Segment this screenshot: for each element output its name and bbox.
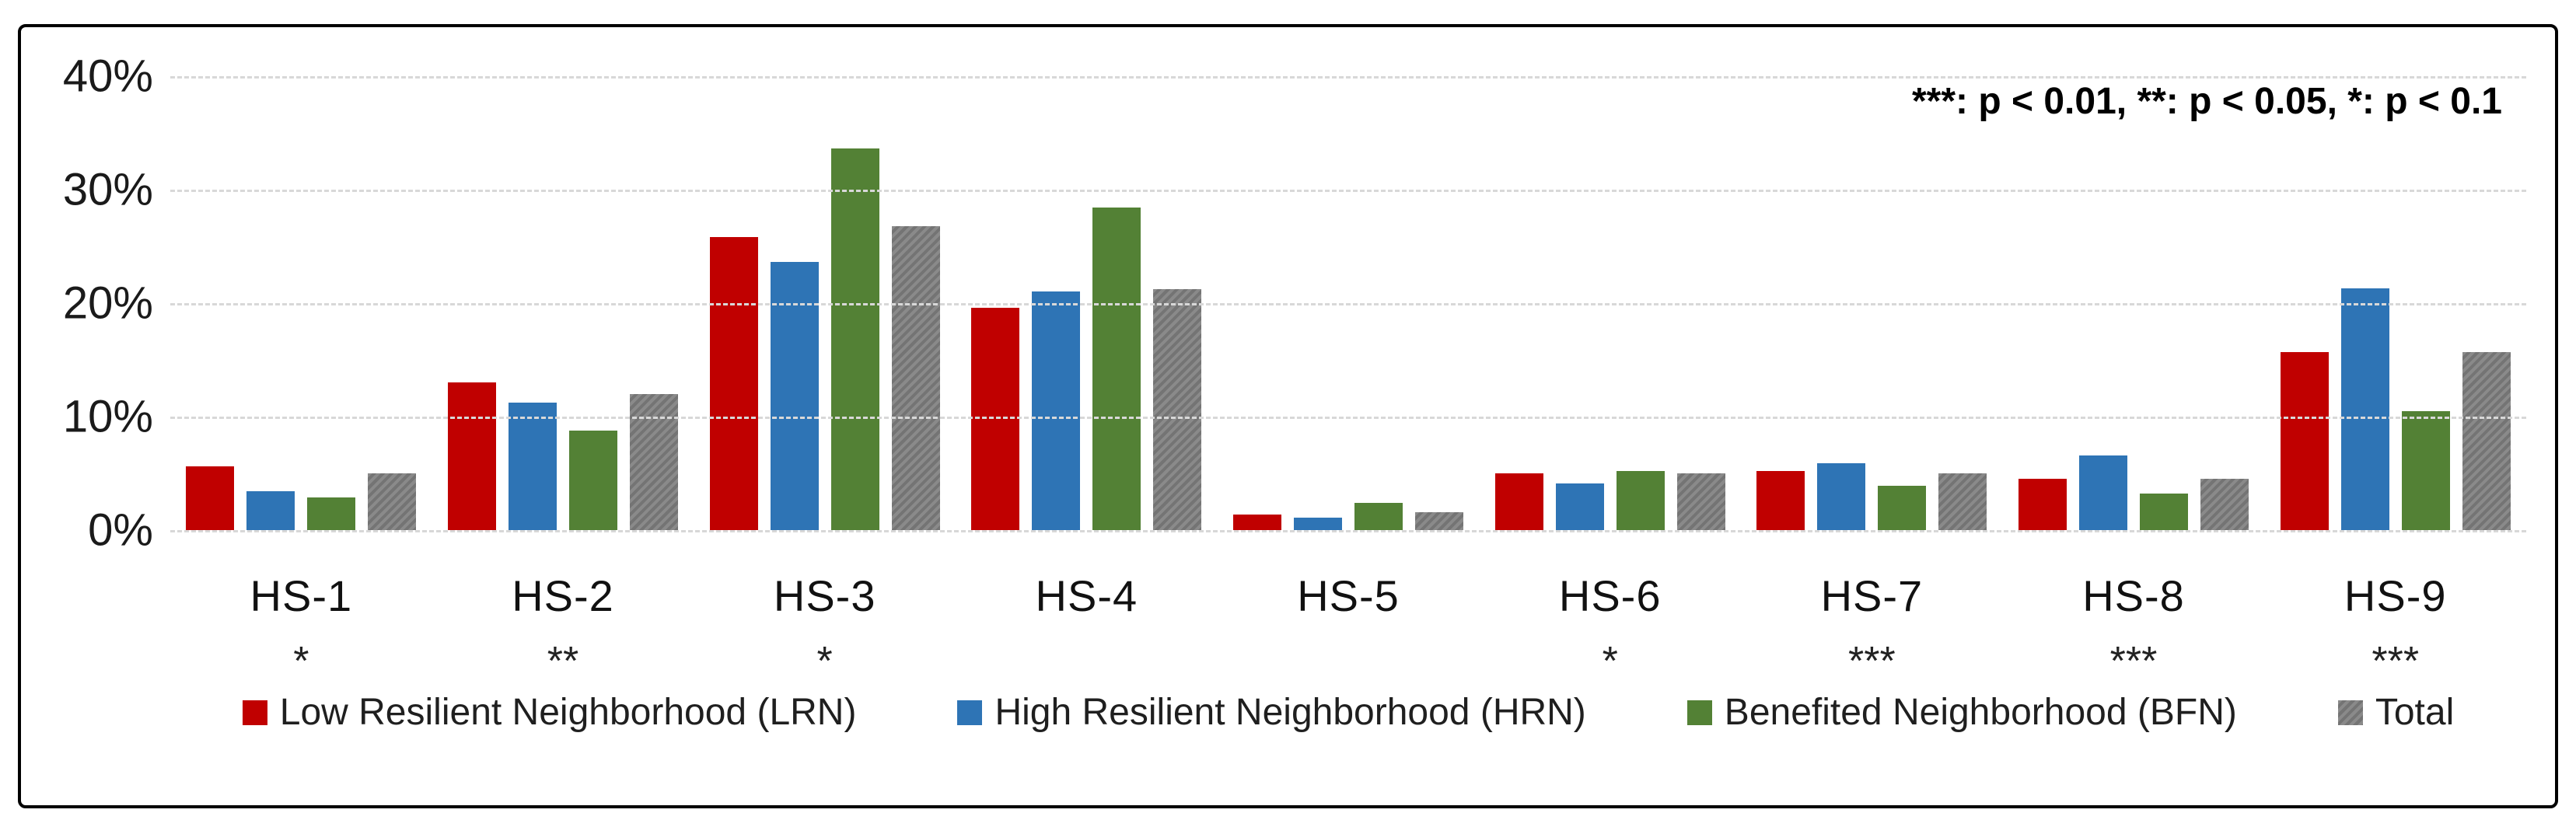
- y-tick-label-20: 20%: [62, 277, 153, 329]
- x-label-hs-6: HS-6: [1558, 571, 1662, 620]
- x-cell-hs-3: HS-3 *: [694, 571, 956, 685]
- significance-annotation: ***: p < 0.01, **: p < 0.05, *: p < 0.1: [1911, 81, 2502, 122]
- x-label-hs-8: HS-8: [2082, 571, 2185, 620]
- legend-item-bfn: Benefited Neighborhood (BFN): [1686, 691, 2237, 734]
- bar-hs-3-hrn: [770, 262, 819, 530]
- bar-hs-9-lrn: [2280, 351, 2329, 530]
- x-cell-hs-7: HS-7 ***: [1741, 571, 2003, 685]
- x-cell-hs-8: HS-8 ***: [2003, 571, 2265, 685]
- bar-hs-1-lrn: [186, 466, 235, 530]
- bar-hs-7-bfn: [1878, 486, 1927, 530]
- bar-hs-2-total: [630, 393, 678, 530]
- bar-hs-1-total: [368, 473, 417, 530]
- bar-hs-6-hrn: [1555, 483, 1604, 530]
- significance-hs-6: *: [1602, 639, 1618, 684]
- gridline-40: [170, 76, 2526, 79]
- bar-hs-5-lrn: [1233, 514, 1282, 530]
- bar-hs-6-total: [1676, 473, 1725, 530]
- gridline-10: [170, 417, 2526, 419]
- significance-hs-7: ***: [1848, 639, 1896, 684]
- y-tick-label-10: 10%: [62, 391, 153, 442]
- bar-hs-2-bfn: [569, 430, 617, 530]
- x-label-hs-9: HS-9: [2344, 571, 2447, 620]
- x-label-hs-5: HS-5: [1297, 571, 1400, 620]
- bar-hs-2-lrn: [448, 382, 496, 530]
- significance-hs-4: [956, 638, 1218, 685]
- bar-hs-9-hrn: [2340, 288, 2389, 530]
- legend-marker-icon: [2337, 700, 2363, 725]
- bar-hs-2-hrn: [509, 403, 557, 530]
- x-label-hs-7: HS-7: [1820, 571, 1924, 620]
- legend-marker-icon: [1686, 700, 1712, 725]
- x-cell-hs-9: HS-9 ***: [2264, 571, 2526, 685]
- plot-area: 40% 30% 20% 10% 0%: [63, 51, 2526, 556]
- bar-group-hs-7: [1741, 76, 2003, 530]
- bar-hs-4-total: [1153, 289, 1202, 530]
- x-cell-hs-5: HS-5: [1218, 571, 1480, 685]
- bar-hs-6-lrn: [1494, 473, 1543, 530]
- significance-hs-9: ***: [2372, 639, 2420, 684]
- bar-hs-3-lrn: [709, 237, 758, 530]
- bar-group-hs-5: [1218, 76, 1480, 530]
- legend-label: Benefited Neighborhood (BFN): [1724, 692, 2237, 733]
- bar-group-hs-6: [1479, 76, 1741, 530]
- bar-hs-3-bfn: [830, 148, 879, 530]
- legend-marker-icon: [957, 700, 983, 725]
- gridline-0: [170, 530, 2526, 532]
- legend-label: Low Resilient Neighborhood (LRN): [279, 692, 857, 733]
- legend-item-lrn: Low Resilient Neighborhood (LRN): [242, 691, 857, 734]
- gridline-30: [170, 190, 2526, 192]
- bar-hs-4-hrn: [1032, 291, 1081, 530]
- legend-item-total: Total: [2337, 691, 2455, 734]
- y-tick-label-40: 40%: [62, 51, 153, 102]
- significance-hs-5: [1218, 638, 1480, 685]
- y-tick-label-0: 0%: [88, 504, 153, 556]
- bar-hs-7-lrn: [1756, 471, 1805, 530]
- legend: Low Resilient Neighborhood (LRN) High Res…: [170, 691, 2526, 734]
- chart-figure: 40% 30% 20% 10% 0% HS-1 * HS-2 ** HS-3 * HS-4 HS-5 H…: [18, 24, 2558, 808]
- legend-item-hrn: High Resilient Neighborhood (HRN): [957, 691, 1586, 734]
- bar-hs-8-total: [2200, 479, 2249, 530]
- bar-hs-9-bfn: [2401, 410, 2450, 530]
- x-label-hs-1: HS-1: [250, 571, 353, 620]
- bar-hs-7-hrn: [1817, 462, 1866, 530]
- bar-group-hs-3: [694, 76, 956, 530]
- bar-hs-8-bfn: [2140, 494, 2189, 530]
- x-label-hs-3: HS-3: [773, 571, 876, 620]
- x-cell-hs-1: HS-1 *: [170, 571, 432, 685]
- x-cell-hs-4: HS-4: [956, 571, 1218, 685]
- bar-hs-8-hrn: [2079, 455, 2128, 530]
- bar-hs-1-hrn: [246, 491, 295, 530]
- significance-hs-2: **: [547, 639, 579, 684]
- legend-marker-icon: [242, 700, 267, 725]
- bar-group-hs-1: [170, 76, 432, 530]
- bar-hs-8-lrn: [2019, 479, 2067, 530]
- x-label-hs-4: HS-4: [1035, 571, 1138, 620]
- significance-hs-3: *: [816, 639, 833, 684]
- y-tick-label-30: 30%: [62, 164, 153, 215]
- significance-hs-8: ***: [2109, 639, 2158, 684]
- bar-hs-1-bfn: [307, 497, 356, 530]
- bar-groups: [170, 76, 2526, 530]
- bar-hs-5-bfn: [1354, 502, 1403, 530]
- bar-group-hs-9: [2264, 76, 2526, 530]
- bar-hs-7-total: [1938, 473, 1987, 530]
- x-cell-hs-6: HS-6 *: [1479, 571, 1741, 685]
- gridline-20: [170, 303, 2526, 305]
- x-axis-labels: HS-1 * HS-2 ** HS-3 * HS-4 HS-5 HS-6 * HS-7 *** HS-8…: [170, 571, 2526, 685]
- bar-hs-4-bfn: [1092, 208, 1141, 530]
- legend-label: High Resilient Neighborhood (HRN): [994, 692, 1586, 733]
- legend-label: Total: [2375, 692, 2455, 733]
- bar-group-hs-8: [2003, 76, 2265, 530]
- x-cell-hs-2: HS-2 **: [432, 571, 694, 685]
- significance-hs-1: *: [293, 639, 309, 684]
- bar-hs-3-total: [891, 225, 940, 530]
- bar-hs-5-total: [1415, 511, 1464, 530]
- bar-hs-6-bfn: [1616, 471, 1665, 530]
- bar-hs-5-hrn: [1294, 517, 1343, 530]
- bar-hs-9-total: [2462, 351, 2511, 530]
- x-label-hs-2: HS-2: [512, 571, 614, 620]
